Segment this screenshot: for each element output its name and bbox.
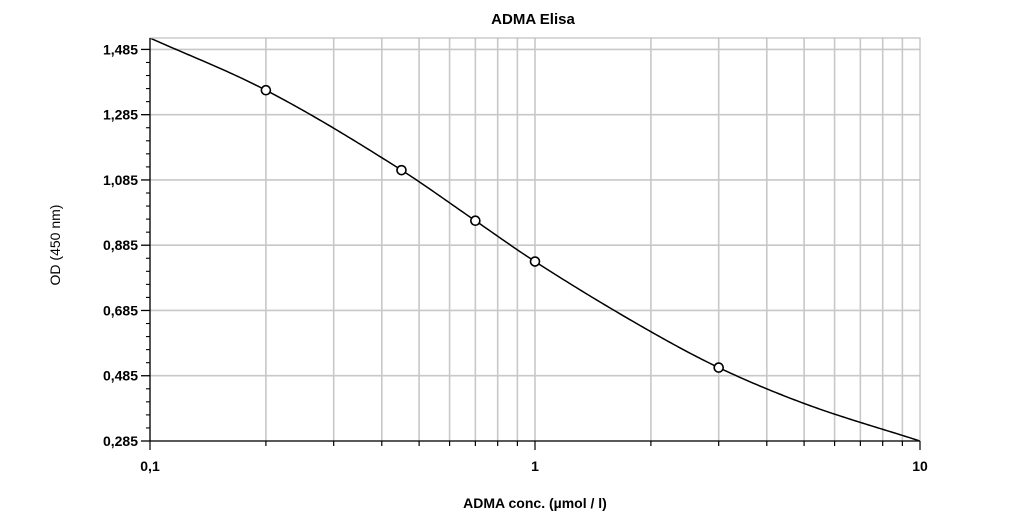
data-points [260,84,724,373]
x-tick-label: 0,1 [140,458,160,474]
y-tick-label: 1,285 [103,107,138,123]
grid [150,38,920,441]
y-axis-label: OD (450 nm) [47,205,63,286]
data-point [713,362,724,373]
data-point [260,84,272,96]
y-tick-label: 0,885 [103,237,138,253]
data-point [470,215,481,227]
y-tick-label: 0,685 [103,302,138,318]
y-tick-label: 0,485 [103,368,138,384]
chart-title: ADMA Elisa [491,11,575,28]
x-axis-label: ADMA conc. (µmol / l) [463,495,607,511]
x-tick-label: 1 [531,458,539,474]
data-point [396,164,407,176]
y-tick-label: 1,485 [103,41,138,57]
y-tick-label: 1,085 [103,172,138,188]
axes [141,37,921,450]
y-tick-label: 0,285 [103,433,138,449]
data-point [529,256,541,267]
tick-labels: 0,285 0,485 0,685 0,885 1,085 1,285 1,485 0,1 1 1… [103,41,928,474]
x-tick-label: 10 [912,458,928,474]
